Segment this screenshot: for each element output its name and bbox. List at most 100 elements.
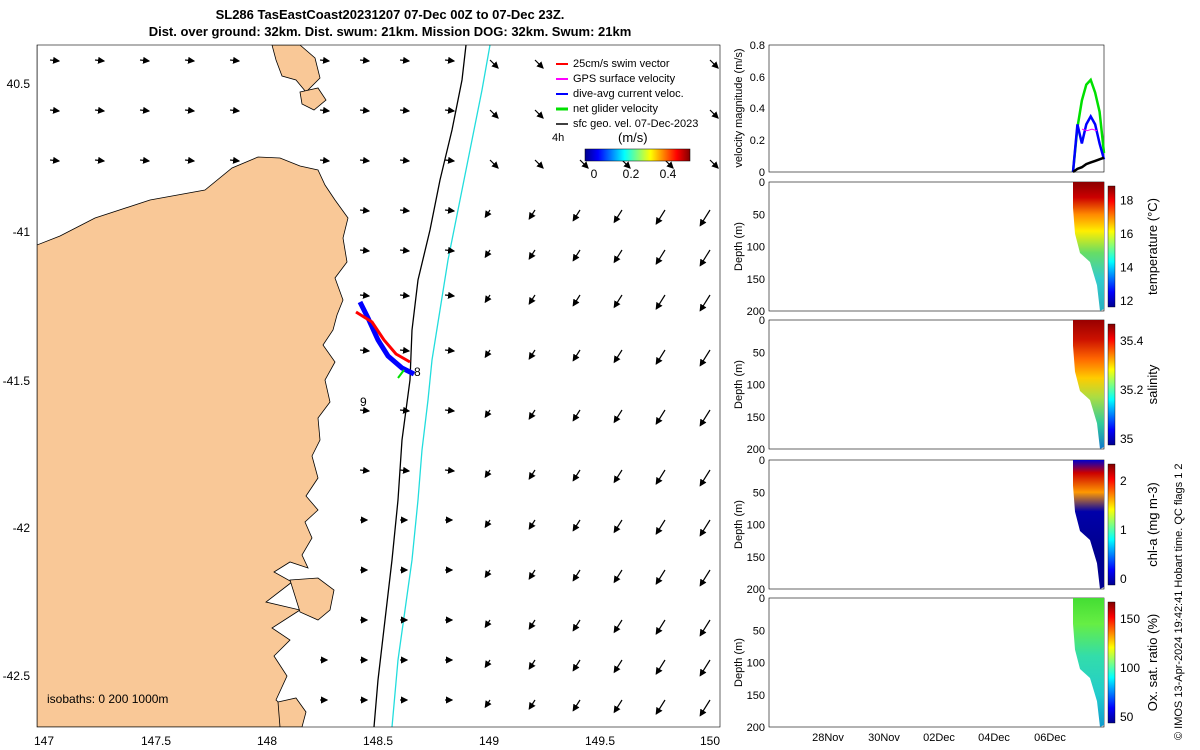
velocity-arrow — [528, 619, 536, 630]
velocity-arrow — [699, 699, 711, 717]
velocity-arrow — [572, 619, 581, 632]
glider-track-swim — [355, 310, 411, 364]
velocity-arrow — [664, 159, 674, 169]
colorbar-label: (m/s) — [618, 130, 648, 145]
velocity-arrow — [484, 469, 492, 479]
velocity-arrow — [613, 519, 623, 534]
colorbar-tick: 0.4 — [660, 167, 677, 181]
velocity-arrow — [139, 56, 151, 64]
velocity-arrow — [528, 469, 536, 480]
velocity-arrow — [528, 699, 536, 710]
legend-geo: sfc geo. vel. 07-Dec-2023 — [573, 118, 698, 130]
velocity-arrow — [484, 209, 492, 219]
velocity-arrow — [399, 156, 411, 164]
velocity-arrow — [49, 106, 61, 114]
velocity-arrow — [572, 569, 581, 582]
velocity-arrow — [655, 569, 666, 585]
velocity-arrow — [359, 246, 371, 254]
velocity-arrow — [528, 209, 536, 220]
velocity-arrow — [613, 209, 623, 224]
velocity-arrow — [139, 156, 151, 164]
velocity-arrow — [94, 56, 106, 64]
waypoint-label-8: 8 — [414, 365, 421, 379]
velocity-arrow — [399, 466, 411, 474]
velocity-arrow — [699, 249, 711, 267]
velocity-arrow — [399, 291, 411, 299]
velocity-arrow — [613, 349, 623, 364]
velocity-arrow — [319, 56, 331, 64]
velocity-arrow — [444, 406, 456, 414]
velocity-arrow — [655, 519, 666, 535]
lat-tick-labels: 40.5 -41 -41.5 -42 -42.5 — [3, 77, 31, 683]
velocity-arrow — [444, 466, 456, 474]
velocity-arrow — [484, 249, 492, 259]
velocity-arrow — [229, 156, 241, 164]
isobath-1000 — [391, 45, 491, 727]
lat-tick: -42 — [13, 521, 31, 535]
velocity-arrow — [699, 409, 711, 427]
land-tasmania — [37, 45, 349, 727]
land-island-north — [271, 45, 321, 93]
velocity-arrow — [699, 519, 711, 537]
velocity-arrow — [528, 294, 536, 305]
legend-swim: 25cm/s swim vector — [573, 58, 670, 70]
velocity-arrow — [572, 294, 581, 307]
title-line-2: Dist. over ground: 32km. Dist. swum: 21k… — [148, 24, 632, 39]
velocity-arrow — [528, 569, 536, 580]
legend-hours: 4h — [552, 132, 564, 144]
velocity-arrow — [359, 406, 371, 414]
velocity-arrow — [399, 106, 411, 114]
land-peninsula — [289, 577, 335, 621]
velocity-arrow — [572, 249, 581, 262]
velocity-arrow — [444, 291, 456, 299]
velocity-arrow — [572, 209, 581, 222]
velocity-arrow — [572, 519, 581, 532]
velocity-arrow — [572, 469, 581, 482]
map-legend: 25cm/s swim vector GPS surface velocity … — [552, 58, 698, 181]
velocity-arrow — [613, 249, 623, 264]
velocity-arrow — [579, 159, 589, 169]
velocity-arrow — [444, 206, 456, 214]
velocity-arrow — [528, 659, 536, 670]
legend-gps: GPS surface velocity — [573, 73, 676, 85]
velocity-arrow — [534, 159, 544, 169]
velocity-arrow — [359, 56, 371, 64]
velocity-arrow — [359, 466, 371, 474]
velocity-arrow — [399, 406, 411, 414]
velocity-arrow — [709, 159, 719, 169]
velocity-arrow — [572, 699, 581, 712]
velocity-arrow — [528, 249, 536, 260]
legend-net: net glider velocity — [573, 103, 658, 115]
velocity-arrow — [655, 349, 666, 365]
velocity-arrow — [399, 346, 411, 354]
velocity-arrow — [613, 619, 623, 634]
velocity-arrow — [528, 409, 536, 420]
velocity-arrow — [359, 206, 371, 214]
lon-tick: 147 — [34, 734, 54, 748]
velocity-arrow — [613, 699, 623, 714]
velocity-arrow — [49, 56, 61, 64]
velocity-arrow — [49, 156, 61, 164]
lon-tick: 149.5 — [585, 734, 615, 748]
velocity-arrow — [699, 209, 711, 227]
lon-tick: 148 — [257, 734, 277, 748]
land-island-small — [299, 87, 327, 111]
velocity-arrow — [613, 409, 623, 424]
velocity-arrow — [184, 106, 196, 114]
velocity-arrow — [655, 209, 666, 225]
legend-dive: dive-avg current veloc. — [573, 88, 684, 100]
velocity-arrow — [399, 246, 411, 254]
lon-tick: 150 — [700, 734, 720, 748]
velocity-arrow — [699, 469, 711, 487]
velocity-arrow — [489, 59, 499, 69]
velocity-arrow — [399, 56, 411, 64]
figure-title: SL286 TasEastCoast20231207 07-Dec 00Z to… — [0, 6, 780, 40]
velocity-arrow — [572, 659, 581, 672]
velocity-arrow — [528, 349, 536, 360]
lon-tick: 147.5 — [141, 734, 171, 748]
velocity-arrow — [359, 346, 371, 354]
velocity-arrow — [359, 106, 371, 114]
title-line-1: SL286 TasEastCoast20231207 07-Dec 00Z to… — [215, 7, 565, 22]
colorbar-tick: 0 — [591, 167, 598, 181]
lat-tick: -42.5 — [3, 669, 31, 683]
